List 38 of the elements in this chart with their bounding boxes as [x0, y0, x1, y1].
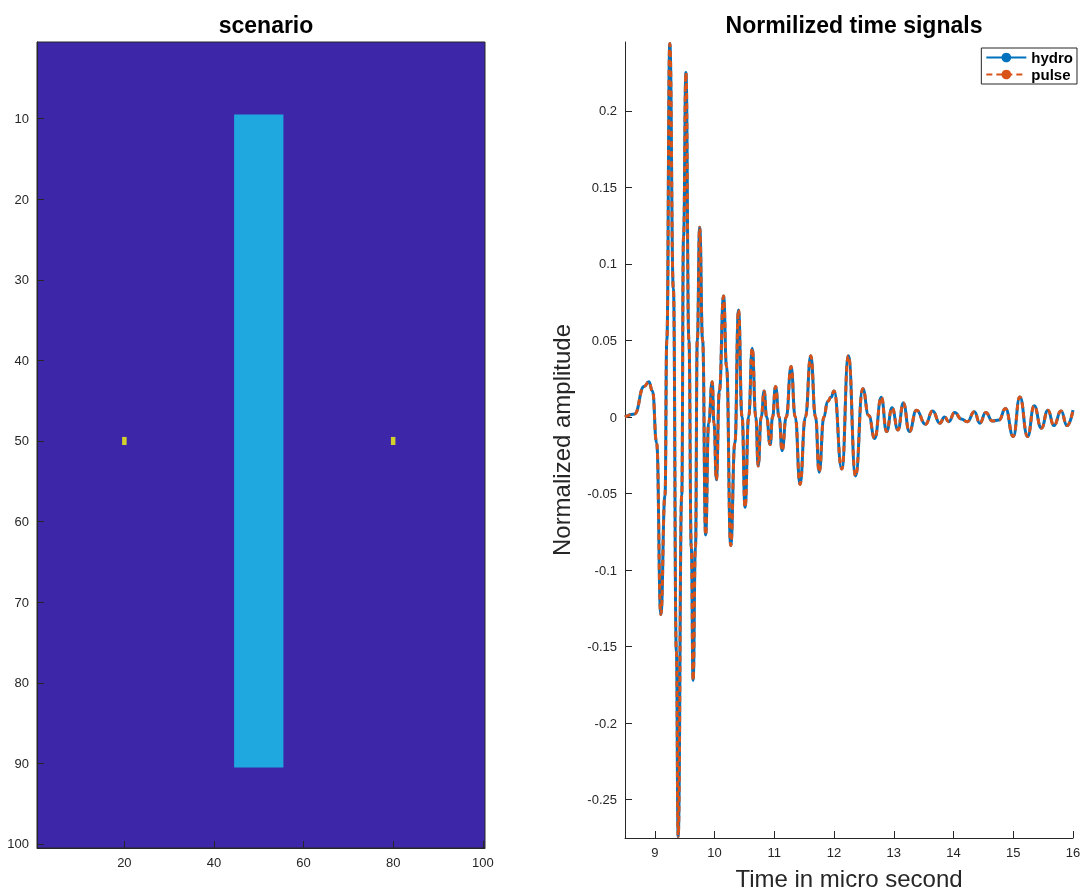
legend-label: hydro — [1031, 49, 1073, 66]
y-tick-label: 10 — [14, 111, 29, 127]
y-axis-title: Normalized amplitude — [547, 323, 575, 557]
chart-title: scenario — [218, 11, 314, 38]
y-tick-label: -0.15 — [587, 639, 617, 655]
chart-title: Normilized time signals — [725, 11, 983, 38]
x-axis-title: Time in micro second — [735, 864, 963, 892]
x-tick-label: 10 — [707, 845, 722, 860]
y-tick-label: 60 — [14, 514, 29, 530]
y-tick-label: 30 — [14, 272, 29, 288]
y-tick-label: 0.2 — [598, 103, 617, 119]
y-tick-label: 80 — [14, 675, 29, 691]
y-tick-label: 90 — [14, 755, 29, 771]
y-tick-label: 0.05 — [591, 333, 617, 348]
x-tick-label: 80 — [385, 855, 401, 870]
x-tick-label: 15 — [1006, 845, 1021, 860]
y-tick-label: -0.25 — [587, 792, 617, 808]
y-tick-label: 40 — [14, 352, 29, 368]
y-tick-label: 70 — [14, 594, 29, 610]
y-tick-label: -0.05 — [587, 486, 617, 502]
x-tick-label: 12 — [826, 845, 842, 860]
x-tick-label: 40 — [206, 855, 222, 870]
x-tick-label: 11 — [767, 845, 782, 860]
x-tick-label: 100 — [471, 855, 494, 870]
x-tick-label: 9 — [651, 845, 659, 860]
legend-label: pulse — [1031, 66, 1071, 83]
x-tick-label: 20 — [117, 855, 132, 870]
y-tick-label: -0.1 — [594, 562, 617, 578]
x-tick-label: 13 — [886, 845, 902, 860]
y-tick-label: 50 — [14, 433, 29, 449]
y-tick-label: 0.15 — [591, 179, 617, 195]
y-tick-label: 0 — [609, 409, 617, 425]
x-tick-label: 60 — [296, 855, 311, 870]
x-tick-label: 16 — [1065, 845, 1081, 860]
y-tick-label: 0.1 — [598, 256, 617, 272]
y-tick-label: 20 — [14, 191, 29, 207]
x-tick-label: 14 — [946, 845, 961, 860]
y-tick-label: -0.2 — [594, 715, 617, 731]
